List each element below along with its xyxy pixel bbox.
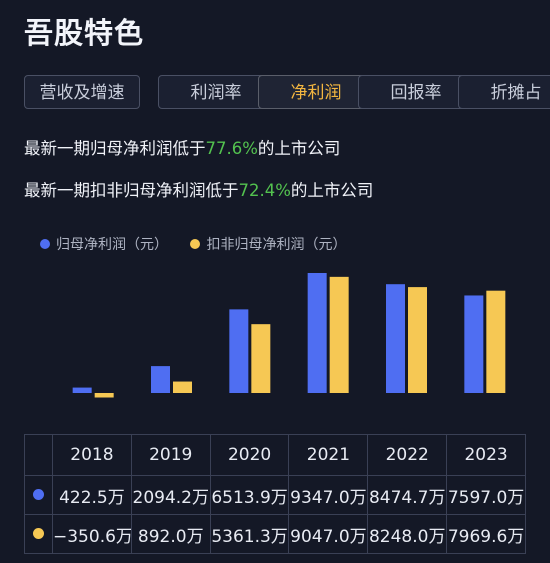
stat-percent: 72.4% bbox=[238, 181, 291, 200]
tab-revenue-growth[interactable]: 营收及增速 bbox=[24, 75, 140, 109]
table-cell: 9347.0万 bbox=[288, 475, 369, 515]
bar-deducted-profit-2019 bbox=[173, 381, 192, 393]
table-cell: 9047.0万 bbox=[288, 514, 369, 554]
year-header: 2021 bbox=[288, 434, 369, 476]
bar-net-profit-2023 bbox=[464, 295, 484, 393]
table-cell: −350.6万 bbox=[52, 514, 132, 554]
stat-line-net-profit: 最新一期归母净利润低于77.6%的上市公司 bbox=[24, 135, 340, 159]
bar-deducted-profit-2020 bbox=[251, 324, 271, 393]
year-header: 2023 bbox=[446, 434, 526, 476]
table-cell: 5361.3万 bbox=[209, 514, 290, 554]
bar-deducted-profit-2018 bbox=[94, 393, 114, 398]
year-header: 2019 bbox=[130, 434, 211, 476]
stat-prefix: 最新一期扣非归母净利润低于 bbox=[24, 181, 239, 200]
table-cell: 7969.6万 bbox=[446, 514, 526, 554]
stat-suffix: 的上市公司 bbox=[257, 139, 341, 158]
data-table: 2018 2019 2020 2021 2022 2023 422.5万 209… bbox=[24, 434, 526, 554]
series-dot-blue bbox=[33, 489, 44, 500]
table-header-row: 2018 2019 2020 2021 2022 2023 bbox=[24, 434, 526, 476]
table-cell: 892.0万 bbox=[130, 514, 211, 554]
bar-net-profit-2022 bbox=[386, 284, 405, 393]
legend-dot-yellow bbox=[190, 239, 201, 249]
table-cell: 8474.7万 bbox=[367, 475, 448, 515]
table-cell: 422.5万 bbox=[52, 475, 132, 515]
chart-legend: 归母净利润（元） 扣非归母净利润（元） bbox=[40, 234, 364, 254]
series-dot-yellow bbox=[33, 528, 44, 539]
bar-deducted-profit-2022 bbox=[408, 287, 427, 393]
year-header: 2022 bbox=[367, 434, 448, 476]
bar-net-profit-2019 bbox=[151, 366, 170, 393]
table-corner bbox=[24, 434, 53, 476]
legend-item-net-profit: 归母净利润（元） bbox=[40, 234, 168, 254]
stat-line-deducted-profit: 最新一期扣非归母净利润低于72.4%的上市公司 bbox=[24, 177, 373, 201]
bar-deducted-profit-2021 bbox=[329, 276, 349, 393]
bar-deducted-profit-2023 bbox=[486, 290, 506, 393]
legend-item-deducted-profit: 扣非归母净利润（元） bbox=[190, 234, 346, 254]
stat-percent: 77.6% bbox=[205, 139, 258, 158]
table-cell: 8248.0万 bbox=[367, 514, 448, 554]
row-marker bbox=[24, 514, 53, 554]
table-cell: 2094.2万 bbox=[130, 475, 211, 515]
tab-profit-margin[interactable]: 利润率 bbox=[158, 75, 274, 109]
bar-chart bbox=[72, 273, 506, 398]
row-marker bbox=[24, 475, 53, 515]
bar-net-profit-2018 bbox=[72, 387, 92, 393]
legend-label: 归母净利润（元） bbox=[56, 237, 168, 253]
table-row: −350.6万 892.0万 5361.3万 9047.0万 8248.0万 7… bbox=[24, 514, 526, 554]
tab-depreciation[interactable]: 折摊占 bbox=[458, 75, 550, 109]
table-row: 422.5万 2094.2万 6513.9万 9347.0万 8474.7万 7… bbox=[24, 475, 526, 515]
tab-net-profit[interactable]: 净利润 bbox=[258, 75, 374, 109]
stat-prefix: 最新一期归母净利润低于 bbox=[24, 139, 206, 158]
table-cell: 6513.9万 bbox=[209, 475, 290, 515]
year-header: 2018 bbox=[52, 434, 132, 476]
table-cell: 7597.0万 bbox=[446, 475, 526, 515]
metric-tabs: 营收及增速 利润率 净利润 回报率 折摊占 bbox=[24, 75, 550, 111]
bar-net-profit-2021 bbox=[307, 273, 327, 393]
page-title: 吾股特色 bbox=[24, 16, 145, 50]
legend-label: 扣非归母净利润（元） bbox=[206, 237, 347, 253]
legend-dot-blue bbox=[40, 239, 50, 249]
year-header: 2020 bbox=[209, 434, 290, 476]
stat-suffix: 的上市公司 bbox=[290, 181, 374, 200]
tab-return-rate[interactable]: 回报率 bbox=[358, 75, 474, 109]
bar-net-profit-2020 bbox=[229, 309, 249, 393]
